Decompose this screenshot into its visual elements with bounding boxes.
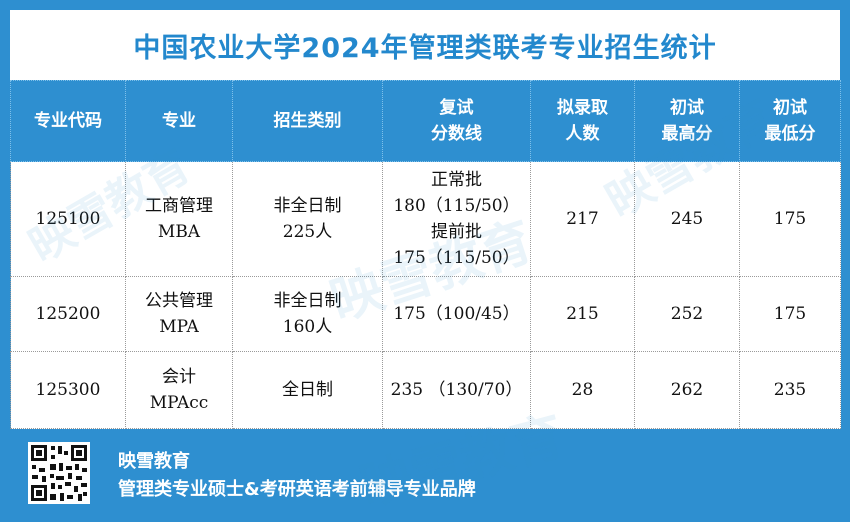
header-code: 专业代码: [10, 80, 126, 162]
admission-table: 专业代码 专业 招生类别 复试 分数线 拟录取 人数 初试 最高分 初试 最低分 125…: [10, 80, 841, 429]
cell-category: 非全日制 160人: [232, 276, 383, 352]
cell-max-score: 245: [634, 161, 740, 277]
cell-admitted: 217: [530, 161, 635, 277]
cell-major: 会计 MPAcc: [125, 351, 233, 429]
brand-slogan: 管理类专业硕士&考研英语考前辅导专业品牌: [118, 479, 476, 500]
header-category: 招生类别: [232, 80, 383, 162]
qr-code-icon: [28, 442, 90, 504]
table-row: 125200 公共管理 MPA 非全日制 160人 175（100/45） 215 …: [10, 276, 841, 352]
cell-code: 125100: [10, 161, 126, 277]
header-admitted: 拟录取 人数: [530, 80, 635, 162]
cell-category: 非全日制 225人: [232, 161, 383, 277]
cell-retest-line: 235 （130/70）: [382, 351, 531, 429]
cell-min-score: 235: [739, 351, 841, 429]
header-max-score: 初试 最高分: [634, 80, 740, 162]
table-header-row: 专业代码 专业 招生类别 复试 分数线 拟录取 人数 初试 最高分 初试 最低分: [10, 80, 841, 162]
cell-retest-line: 175（100/45）: [382, 276, 531, 352]
cell-code: 125300: [10, 351, 126, 429]
cell-max-score: 262: [634, 351, 740, 429]
brand-name: 映雪教育: [118, 451, 190, 472]
header-min-score: 初试 最低分: [739, 80, 841, 162]
page-title: 中国农业大学2024年管理类联考专业招生统计: [133, 32, 717, 64]
cell-admitted: 28: [530, 351, 635, 429]
header-major: 专业: [125, 80, 233, 162]
cell-major: 工商管理 MBA: [125, 161, 233, 277]
cell-retest-line: 正常批 180（115/50） 提前批 175（115/50）: [382, 161, 531, 277]
cell-min-score: 175: [739, 161, 841, 277]
cell-min-score: 175: [739, 276, 841, 352]
title-bar: 中国农业大学2024年管理类联考专业招生统计: [10, 10, 840, 80]
header-retest-line: 复试 分数线: [382, 80, 531, 162]
table-row: 125100 工商管理 MBA 非全日制 225人 正常批 180（115/50） 提前…: [10, 161, 841, 277]
table-row: 125300 会计 MPAcc 全日制 235 （130/70） 28 262 2…: [10, 351, 841, 429]
cell-major: 公共管理 MPA: [125, 276, 233, 352]
cell-admitted: 215: [530, 276, 635, 352]
cell-code: 125200: [10, 276, 126, 352]
footer: 映雪教育 管理类专业硕士&考研英语考前辅导专业品牌: [118, 449, 476, 505]
cell-category: 全日制: [232, 351, 383, 429]
cell-max-score: 252: [634, 276, 740, 352]
